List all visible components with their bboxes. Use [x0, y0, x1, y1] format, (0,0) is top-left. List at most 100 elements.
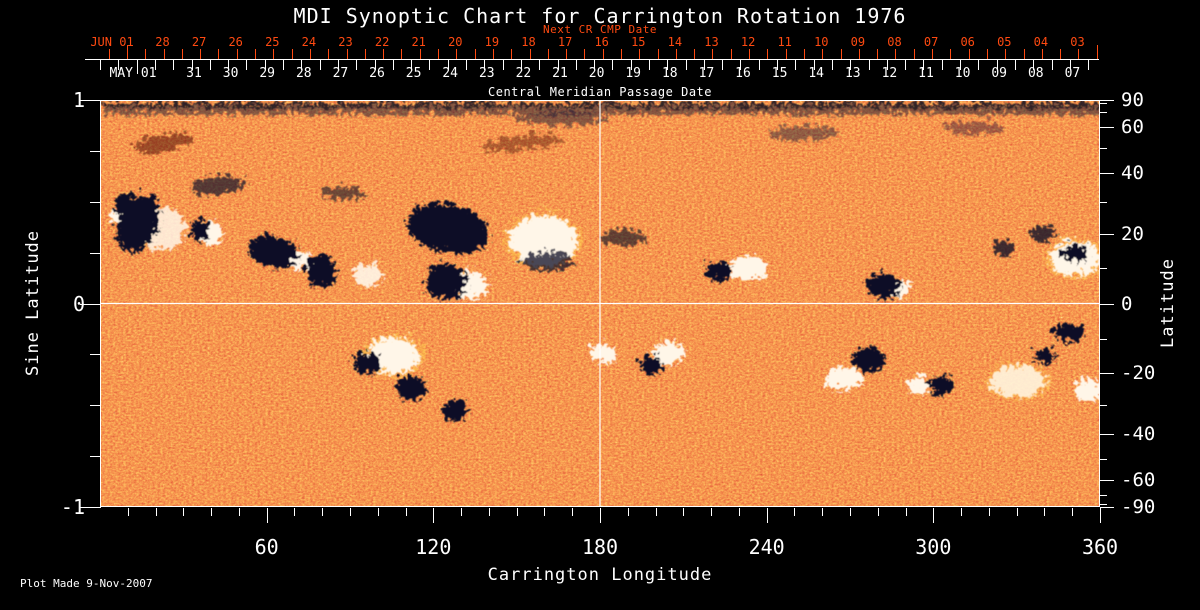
red-tick-mark [1078, 49, 1079, 59]
latitude-tick-label: 0 [1121, 292, 1133, 315]
white-day-label: 16 [735, 66, 751, 81]
red-tick-mark [200, 49, 201, 59]
red-tick-mark [383, 49, 384, 59]
white-day-label: 30 [222, 66, 239, 81]
tick-mark [850, 508, 851, 516]
tick-mark [489, 508, 490, 516]
tick-mark [356, 60, 357, 70]
white-day-label: 18 [661, 66, 678, 81]
tick-mark [978, 60, 979, 70]
red-tick-mark [1005, 49, 1006, 59]
red-tick-mark [987, 49, 988, 59]
central-meridian-passage-label: Central Meridian Passage Date [487, 85, 713, 99]
tick-mark [301, 60, 302, 70]
red-tick-mark [438, 49, 439, 59]
tick-mark [739, 508, 740, 516]
plot-made-timestamp: Plot Made 9-Nov-2007 [20, 577, 153, 590]
red-day-label: 21 [411, 35, 426, 49]
red-day-label: 25 [265, 35, 280, 49]
next-cr-cmp-date-label: Next CR CMP Date [543, 23, 657, 36]
red-day-label: 11 [777, 35, 792, 49]
tick-mark [461, 508, 462, 516]
tick-mark [933, 508, 934, 523]
red-tick-mark [328, 49, 329, 59]
tick-mark [429, 60, 430, 70]
tick-mark [740, 60, 741, 70]
red-tick-mark [950, 49, 951, 59]
tick-mark [1100, 495, 1107, 496]
tick-mark [90, 151, 100, 152]
red-tick-mark [292, 49, 293, 59]
red-tick-mark [127, 45, 128, 59]
white-day-label: 13 [844, 66, 861, 81]
tick-mark [375, 60, 376, 70]
tick-mark [906, 508, 907, 516]
red-day-label: 12 [740, 35, 756, 49]
right-axis-title: Latitude [1158, 258, 1178, 348]
left-axis-title: Sine Latitude [23, 229, 43, 377]
tick-mark [1015, 60, 1016, 70]
red-tick-mark [621, 49, 622, 59]
longitude-tick-label: 240 [748, 535, 785, 559]
tick-mark [649, 60, 650, 70]
tick-mark [192, 60, 193, 70]
red-tick-mark [731, 49, 732, 59]
tick-mark [1100, 304, 1114, 305]
tick-mark [350, 508, 351, 516]
red-tick-mark [895, 49, 896, 59]
red-tick-mark [694, 49, 695, 59]
red-tick-mark [145, 49, 146, 59]
tick-mark [777, 60, 778, 70]
red-tick-mark [365, 49, 366, 59]
red-tick-mark [566, 49, 567, 59]
latitude-tick-label: -90 [1121, 496, 1156, 518]
tick-mark [406, 508, 407, 516]
tick-mark [267, 508, 268, 523]
tick-mark [1100, 373, 1114, 374]
white-day-label: 21 [552, 66, 568, 81]
white-day-label: 28 [295, 66, 312, 81]
latitude-tick-label: 20 [1121, 222, 1144, 245]
tick-mark [767, 508, 768, 523]
red-tick-mark [475, 49, 476, 59]
tick-mark [1017, 508, 1018, 516]
tick-mark [1100, 100, 1114, 101]
tick-mark [887, 60, 888, 70]
tick-mark [923, 60, 924, 70]
tick-mark [628, 508, 629, 516]
tick-mark [961, 508, 962, 516]
tick-mark [631, 60, 632, 70]
latitude-tick-label: 40 [1121, 161, 1144, 184]
tick-mark [1100, 268, 1107, 269]
red-tick-mark [767, 49, 768, 59]
red-tick-mark [401, 49, 402, 59]
latitude-tick-label: -20 [1121, 362, 1156, 385]
white-day-label: 31 [186, 66, 202, 81]
tick-mark [832, 60, 833, 70]
tick-mark [722, 60, 723, 70]
tick-mark [594, 60, 595, 70]
tick-mark [822, 508, 823, 516]
red-tick-mark [584, 49, 585, 59]
tick-mark [1100, 434, 1114, 435]
tick-mark [294, 508, 295, 516]
red-tick-mark [420, 49, 421, 59]
red-tick-mark [859, 49, 860, 59]
tick-mark [156, 508, 157, 516]
tick-mark [210, 60, 211, 70]
red-day-label: 08 [887, 35, 902, 49]
red-day-label: 06 [960, 35, 975, 49]
red-tick-mark [182, 49, 183, 59]
red-tick-mark [347, 49, 348, 59]
red-month-label: JUN 01 [90, 35, 134, 49]
bottom-axis-title: Carrington Longitude [487, 565, 713, 585]
red-tick-mark [822, 49, 823, 59]
tick-mark [1100, 234, 1114, 235]
tick-mark [1100, 504, 1107, 505]
tick-mark [1044, 508, 1045, 516]
tick-mark [173, 60, 174, 70]
red-day-label: 05 [997, 35, 1012, 49]
sine-latitude-tick-label: 0 [72, 291, 85, 316]
